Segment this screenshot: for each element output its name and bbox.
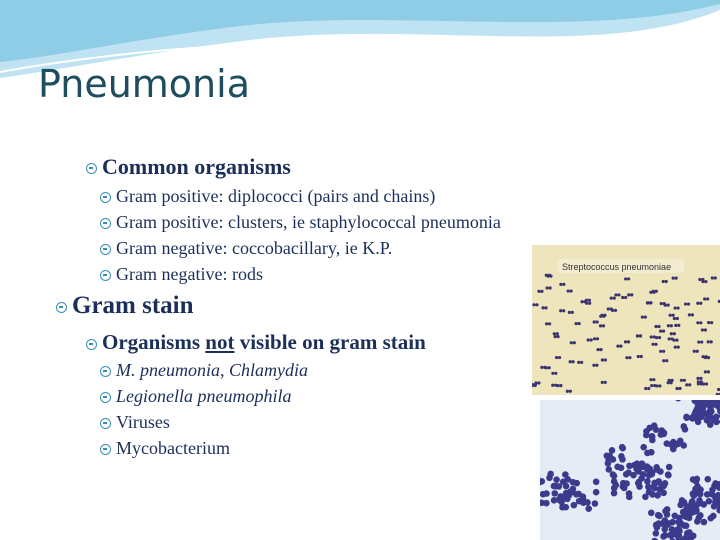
subheading-text: Organisms bbox=[102, 330, 201, 354]
bullet-text: Viruses bbox=[116, 412, 170, 432]
bullet-text: Gram negative: rods bbox=[116, 264, 263, 284]
bullet-text: Gram positive: diplococci (pairs and cha… bbox=[116, 186, 436, 206]
bullet-item: Legionella pneumophila bbox=[100, 386, 291, 407]
heading-text: Common organisms bbox=[102, 154, 291, 179]
heading-text: Gram stain bbox=[72, 292, 194, 319]
bullet-item: Gram negative: coccobacillary, ie K.P. bbox=[100, 238, 392, 259]
heading: Gram stain bbox=[56, 292, 194, 320]
bullet-item: Viruses bbox=[100, 412, 170, 433]
bullet-item: M. pneumonia, Chlamydia bbox=[100, 360, 308, 381]
bullet-text: Legionella pneumophila bbox=[116, 386, 292, 406]
subheading: Organisms not visible on gram stain bbox=[86, 330, 426, 355]
bullet-text: Mycobacterium bbox=[116, 438, 230, 458]
bullet-text: M. pneumonia, Chlamydia bbox=[116, 360, 308, 380]
subheading-text: visible on gram stain bbox=[239, 330, 426, 354]
heading: Common organisms bbox=[86, 154, 291, 180]
bullet-item: Mycobacterium bbox=[100, 438, 230, 459]
slide-title: Pneumonia bbox=[38, 62, 250, 106]
header-wave bbox=[0, 0, 720, 78]
micrograph-streptococcus: Streptococcus pneumoniae bbox=[532, 245, 720, 395]
bullet-text: Gram positive: clusters, ie staphylococc… bbox=[116, 212, 501, 232]
bullet-item: Gram positive: clusters, ie staphylococc… bbox=[100, 212, 501, 233]
subheading-emphasis: not bbox=[205, 330, 235, 354]
bullet-text: Gram negative: coccobacillary, ie K.P. bbox=[116, 238, 393, 258]
image-caption: Streptococcus pneumoniae bbox=[562, 262, 671, 272]
bullet-item: Gram negative: rods bbox=[100, 264, 263, 285]
bullet-item: Gram positive: diplococci (pairs and cha… bbox=[100, 186, 435, 207]
micrograph-staphylococcus bbox=[540, 400, 720, 540]
